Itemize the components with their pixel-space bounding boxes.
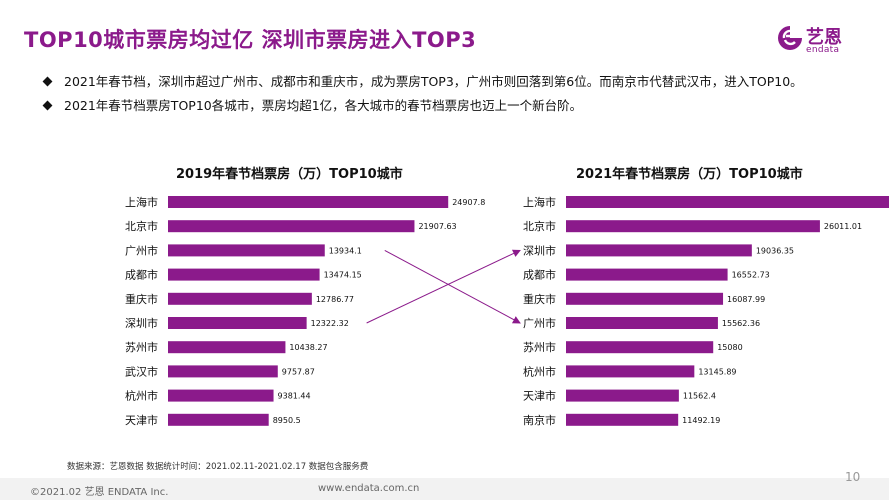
rank-change-arrow: [384, 249, 521, 324]
bullet-list: 2021年春节档，深圳市超过广州市、成都市和重庆市，成为票房TOP3，广州市则回…: [42, 74, 803, 122]
data-label: 24907.8: [452, 198, 485, 207]
data-label: 12322.32: [311, 319, 349, 328]
category-label: 成都市: [125, 268, 158, 282]
footer-bar: [0, 478, 889, 500]
category-label: 杭州市: [125, 389, 158, 403]
category-label: 苏州市: [125, 340, 158, 354]
bar: [566, 317, 718, 329]
category-label: 广州市: [125, 243, 158, 257]
bar: [566, 244, 752, 257]
bullet-item: 2021年春节档，深圳市超过广州市、成都市和重庆市，成为票房TOP3，广州市则回…: [42, 74, 803, 98]
data-label: 11492.19: [682, 416, 720, 425]
bar: [168, 244, 325, 257]
rank-change-arrow: [366, 249, 521, 324]
bar: [566, 220, 820, 233]
data-label: 9381.44: [278, 392, 311, 401]
chart-title-2019: 2019年春节档票房（万）TOP10城市: [176, 167, 403, 182]
data-label: 13145.89: [698, 367, 736, 376]
data-label: 19036.35: [756, 246, 794, 255]
data-label: 8950.5: [273, 416, 301, 425]
logo-text: 艺恩: [806, 27, 842, 48]
data-label: 15080: [717, 343, 742, 352]
category-label: 成都市: [523, 268, 556, 282]
bar: [168, 365, 278, 378]
category-label: 武汉市: [125, 364, 158, 378]
page-number: 10: [845, 470, 861, 484]
category-label: 天津市: [523, 389, 556, 403]
bar: [168, 413, 269, 426]
bar: [168, 389, 274, 402]
data-source: 数据来源：艺恩数据 数据统计时间：2021.02.11-2021.02.17 数…: [67, 462, 369, 472]
data-label: 15562.36: [722, 319, 760, 328]
data-label: 13934.1: [329, 246, 362, 255]
bar: [566, 389, 679, 402]
data-label: 16087.99: [727, 295, 765, 304]
logo-subtext: endata: [806, 45, 840, 55]
bullet-text: 2021年春节档票房TOP10各城市，票房均超1亿，各大城市的春节档票房也迈上一…: [64, 98, 583, 113]
data-label: 26011.01: [824, 222, 862, 231]
category-label: 深圳市: [523, 243, 556, 257]
bar: [168, 220, 415, 233]
category-label: 广州市: [523, 316, 556, 330]
bar: [168, 341, 286, 354]
footer-url: www.endata.com.cn: [318, 483, 420, 494]
bar: [168, 292, 312, 305]
category-label: 深圳市: [125, 316, 158, 330]
data-label: 9757.87: [282, 367, 315, 376]
logo: 艺恩 endata: [776, 22, 876, 56]
bullet-text: 2021年春节档，深圳市超过广州市、成都市和重庆市，成为票房TOP3，广州市则回…: [64, 74, 803, 89]
chart-title-2021: 2021年春节档票房（万）TOP10城市: [576, 167, 803, 182]
bar: [566, 196, 889, 208]
bar: [566, 341, 714, 354]
data-label: 16552.73: [732, 271, 770, 280]
category-label: 天津市: [125, 413, 158, 427]
data-label: 12786.77: [316, 295, 354, 304]
bar: [566, 292, 724, 305]
category-label: 南京市: [523, 413, 556, 427]
bar: [168, 268, 320, 281]
data-label: 10438.27: [289, 343, 327, 352]
data-label: 21907.63: [418, 222, 456, 231]
endata-logo-icon: [778, 26, 802, 50]
category-label: 苏州市: [523, 340, 556, 354]
category-label: 重庆市: [523, 292, 556, 306]
data-label: 13474.15: [324, 271, 362, 280]
category-label: 上海市: [125, 195, 158, 209]
bar-charts: 上海市 24907.8 北京市 21907.63 广州市 13934.1 成都市 13474.…: [125, 195, 889, 427]
copyright: ©2021.02 艺恩 ENDATA Inc.: [30, 487, 169, 498]
bar: [168, 196, 449, 208]
category-label: 北京市: [125, 219, 158, 233]
bar: [566, 268, 728, 281]
page-title: TOP10城市票房均过亿 深圳市票房进入TOP3: [24, 28, 477, 52]
bar: [566, 365, 695, 378]
category-label: 上海市: [523, 195, 556, 209]
data-label: 11562.4: [683, 392, 716, 401]
bar: [168, 317, 307, 329]
category-label: 北京市: [523, 219, 556, 233]
category-label: 重庆市: [125, 292, 158, 306]
bullet-item: 2021年春节档票房TOP10各城市，票房均超1亿，各大城市的春节档票房也迈上一…: [42, 98, 803, 122]
bar: [566, 413, 679, 426]
category-label: 杭州市: [523, 364, 556, 378]
